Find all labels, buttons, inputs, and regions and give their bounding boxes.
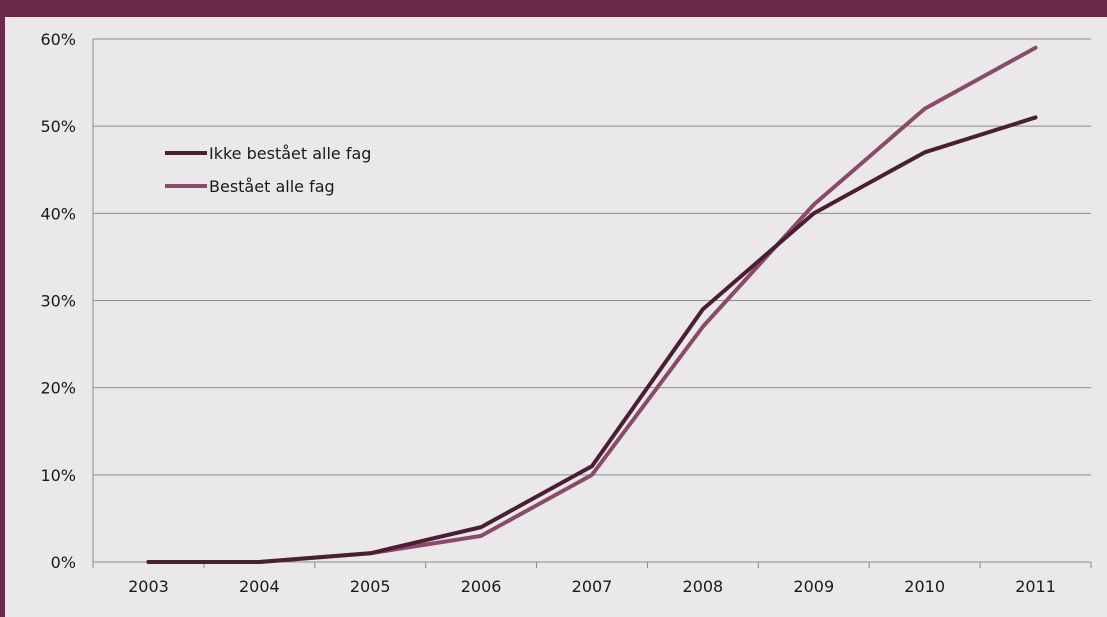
series-line-2 xyxy=(146,45,1038,564)
x-tick-label: 2011 xyxy=(1015,577,1056,596)
y-tick-label: 10% xyxy=(40,466,76,485)
y-tick-label: 0% xyxy=(51,553,76,572)
x-tick-label: 2004 xyxy=(239,577,280,596)
series-line-1 xyxy=(146,115,1038,564)
legend-label-1: Ikke bestået alle fag xyxy=(209,144,371,163)
frame-left-border xyxy=(0,0,5,617)
x-tick-label: 2007 xyxy=(572,577,613,596)
y-tick-label: 30% xyxy=(40,292,76,311)
y-tick-label: 50% xyxy=(40,117,76,136)
plot-area xyxy=(5,17,1107,617)
x-tick-label: 2008 xyxy=(683,577,724,596)
y-tick-label: 20% xyxy=(40,379,76,398)
y-tick-label: 60% xyxy=(40,30,76,49)
x-tick-label: 2010 xyxy=(904,577,945,596)
legend-label-2: Bestået alle fag xyxy=(209,177,335,196)
x-tick-label: 2003 xyxy=(128,577,169,596)
x-tick-label: 2006 xyxy=(461,577,502,596)
x-tick-label: 2009 xyxy=(793,577,834,596)
x-tick-label: 2005 xyxy=(350,577,391,596)
y-tick-label: 40% xyxy=(40,204,76,223)
header-bar xyxy=(0,0,1107,17)
